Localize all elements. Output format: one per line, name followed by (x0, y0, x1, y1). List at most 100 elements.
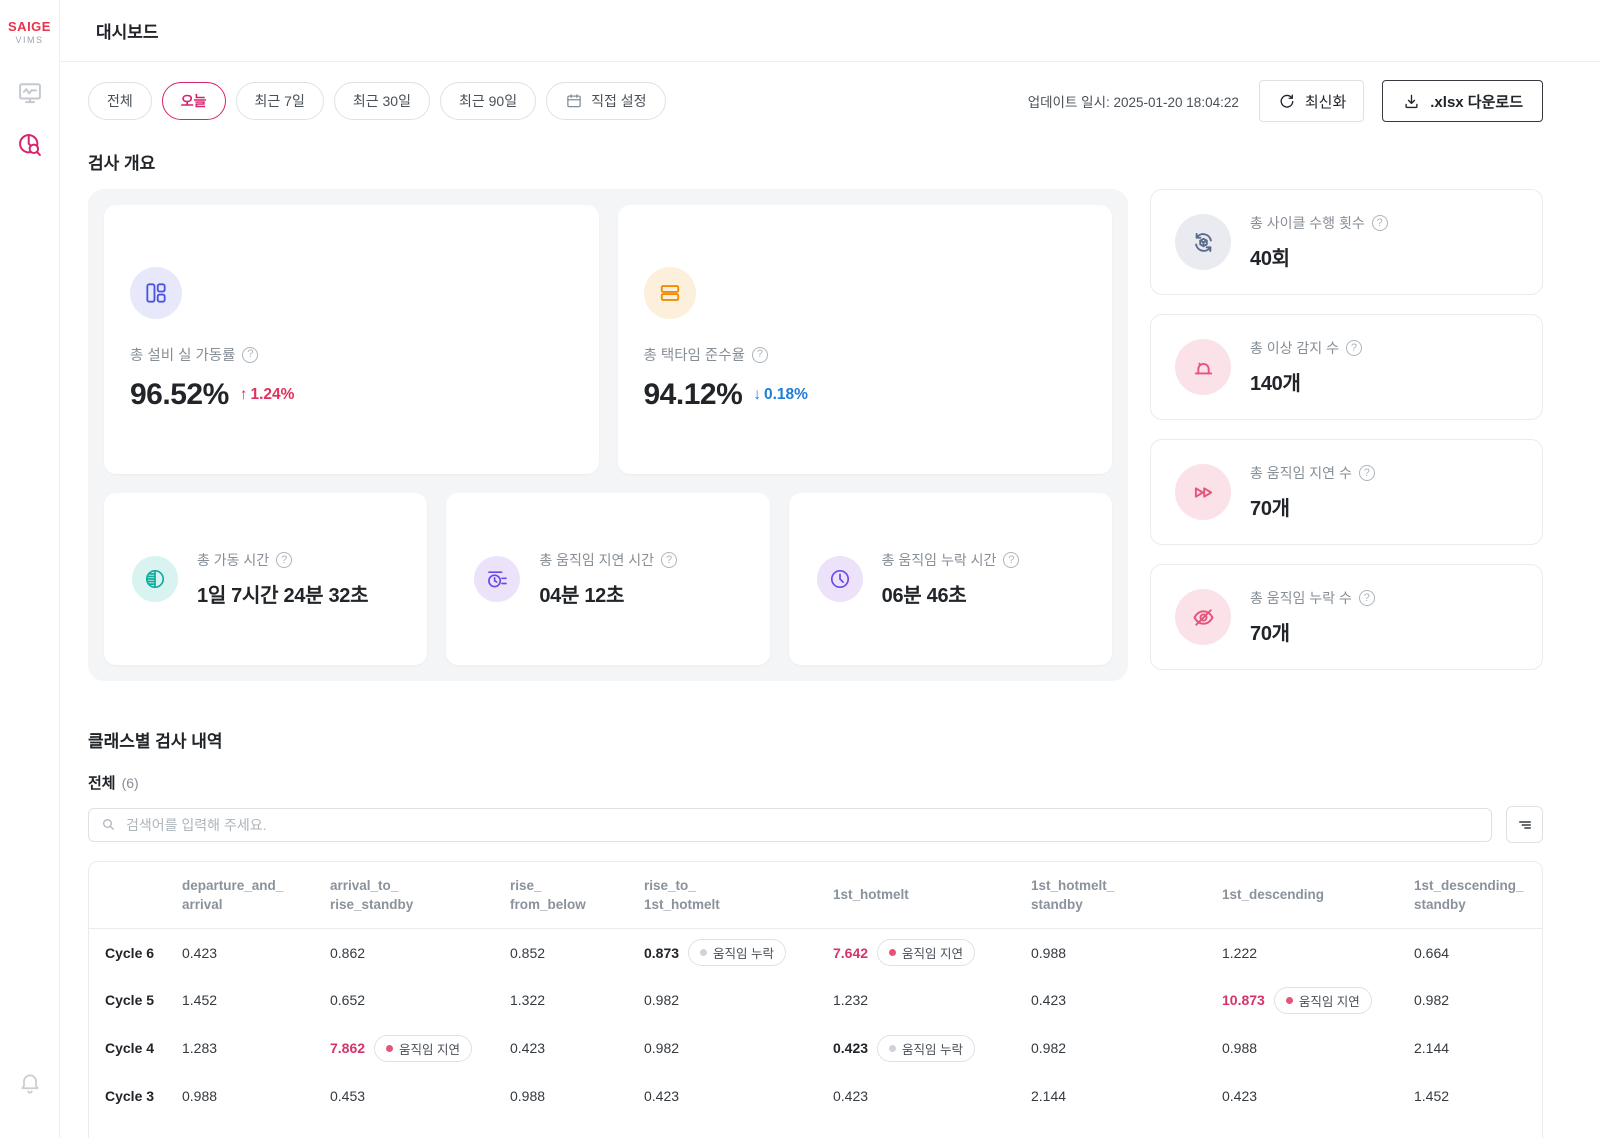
table-cell: 0.423 (644, 1072, 833, 1120)
cell-value: 0.453 (330, 1088, 366, 1105)
help-icon[interactable]: ? (242, 346, 259, 363)
sidebar: SAIGE VIMS (0, 0, 60, 1138)
help-icon[interactable]: ? (1358, 465, 1375, 481)
help-icon[interactable]: ? (276, 552, 293, 568)
cell-value: 0.982 (644, 992, 680, 1009)
monitor-icon[interactable] (16, 79, 44, 107)
filter-pill-label: 최근 7일 (254, 93, 305, 109)
help-icon[interactable]: ? (1358, 590, 1375, 606)
badge-dot-icon (889, 1044, 897, 1052)
cell-value: 0.982 (1031, 1040, 1067, 1057)
metric-card-missing-time: 총 움직임 누락 시간? 06분 46초 (788, 493, 1112, 665)
refresh-label: 최신화 (1304, 93, 1347, 111)
metric-card-anomaly-count: 총 이상 감지 수? 140개 (1150, 314, 1543, 420)
cell-value: 0.423 (1031, 992, 1067, 1009)
table-cell: 0.453 (330, 1072, 510, 1120)
xlsx-download-button[interactable]: .xlsx 다운로드 (1382, 80, 1543, 122)
badge-dot-icon (386, 1044, 394, 1052)
filter-pill-30d[interactable]: 최근 30일 (333, 82, 430, 120)
cell-value: 0.652 (330, 992, 366, 1009)
table-filter-button[interactable] (1506, 806, 1543, 843)
filter-pill-label: 직접 설정 (591, 93, 647, 109)
metric-card-delay-time: 총 움직임 지연 시간? 04분 12초 (446, 493, 770, 665)
cell-value: 0.982 (1414, 992, 1450, 1009)
table-cell: 2.144 (1031, 1072, 1222, 1120)
table-cell: 0.852 (510, 928, 644, 976)
class-filter-summary: 전체 (6) (88, 772, 1543, 793)
down-arrow-icon: ↓ (753, 386, 761, 403)
refresh-button[interactable]: 최신화 (1258, 80, 1365, 122)
metric-value: 1일 7시간 24분 32초 (197, 585, 369, 607)
search-icon (100, 816, 117, 833)
metric-value: 70개 (1250, 498, 1290, 520)
help-icon[interactable]: ? (1345, 340, 1362, 356)
cell-value: 0.862 (330, 944, 366, 961)
notification-bell-icon[interactable] (17, 1071, 42, 1096)
metric-label: 총 움직임 지연 수 (1250, 465, 1352, 481)
cell-value: 0.988 (1222, 1040, 1258, 1057)
metric-label: 총 설비 실 가동률 (130, 348, 236, 364)
analytics-donut-icon[interactable] (16, 131, 44, 159)
overview-small-cards: 총 가동 시간? 1일 7시간 24분 32초 총 움직임 지연 시간? 04분 12… (104, 493, 1112, 665)
cell-value: 1.452 (1414, 1088, 1450, 1105)
table-cell: 1.283 (182, 1024, 330, 1072)
search-row (88, 806, 1543, 843)
help-icon[interactable]: ? (1371, 215, 1388, 231)
metric-label: 총 움직임 지연 시간 (539, 552, 655, 568)
badge-dot-icon (700, 949, 708, 957)
class-filter-count: (6) (121, 774, 139, 791)
metric-card-utilization: 총 설비 실 가동률? 96.52% ↑ 1.24% (104, 205, 599, 474)
search-input[interactable] (126, 816, 1480, 833)
metric-value: 70개 (1250, 623, 1290, 645)
cell-value: 1.322 (510, 992, 546, 1009)
column-header: 1st_descending_ standby (1414, 862, 1542, 929)
column-header: arrival_to_ rise_standby (330, 862, 510, 929)
badge-dot-icon (889, 949, 897, 957)
badge-dot-icon (1285, 996, 1293, 1004)
cycle-icon (1175, 214, 1231, 270)
column-header: 1st_hotmelt_ standby (1031, 862, 1222, 929)
help-icon[interactable]: ? (1003, 552, 1020, 568)
filter-row: 전체 오늘 최근 7일 최근 30일 최근 90일 직접 설정 업데이트 일시: 2025… (88, 80, 1543, 122)
metric-value: 40회 (1250, 248, 1290, 270)
refresh-icon (1277, 92, 1296, 111)
cell-value: 0.423 (833, 1088, 869, 1105)
help-icon[interactable]: ? (661, 552, 678, 568)
saige-vims-logo[interactable]: SAIGE VIMS (8, 20, 51, 45)
status-badge-delay: 움직임 지연 (877, 939, 976, 967)
table-cell: 1.452 (182, 976, 330, 1024)
cell-value: 1.222 (1222, 944, 1258, 961)
filter-pill-label: 전체 (107, 93, 133, 109)
filter-pill-label: 최근 30일 (352, 93, 411, 109)
metric-label: 총 움직임 누락 시간 (881, 552, 997, 568)
main-area: 대시보드 전체 오늘 최근 7일 최근 30일 최근 90일 직접 설정 업데이트 일시:… (60, 0, 1600, 1138)
cell-value: 1.283 (182, 1040, 218, 1057)
table-cell: 0.423 (833, 1072, 1031, 1120)
table-cell: 0.988 (1031, 928, 1222, 976)
table-cell: 0.988 (510, 1072, 644, 1120)
overview-side-cards: 총 사이클 수행 횟수? 40회 총 이상 감지 수? 140개 총 움직임 지연 수?… (1150, 189, 1543, 670)
table-cell: 0.423 움직임 누락 (833, 1024, 1031, 1072)
metric-card-delay-count: 총 움직임 지연 수? 70개 (1150, 439, 1543, 545)
help-icon[interactable]: ? (751, 346, 768, 363)
cell-value: 0.988 (510, 1088, 546, 1105)
table-cell: 0.982 (644, 1024, 833, 1072)
filter-pill-custom[interactable]: 직접 설정 (546, 82, 666, 120)
filter-pill-label: 오늘 (180, 93, 207, 109)
class-filter-label: 전체 (88, 775, 116, 792)
cell-value: 1.232 (833, 992, 869, 1009)
download-icon (1402, 92, 1421, 111)
filter-pill-90d[interactable]: 최근 90일 (439, 82, 537, 120)
filter-pill-all[interactable]: 전체 (88, 82, 152, 120)
cell-value: 7.862 (330, 1040, 366, 1057)
cell-value: 2.144 (1031, 1088, 1067, 1105)
overview-wrap: 총 설비 실 가동률? 96.52% ↑ 1.24% 총 택타임 준수율? 94.12% ↓… (88, 189, 1543, 681)
content: 전체 오늘 최근 7일 최근 30일 최근 90일 직접 설정 업데이트 일시: 2025… (60, 62, 1600, 1138)
table-row: Cycle 6 0.423 0.862 0.852 0.873 움직임 누락 7.642 움직… (89, 928, 1542, 976)
filter-pill-7d[interactable]: 최근 7일 (235, 82, 324, 120)
logo-title: SAIGE (8, 19, 51, 34)
filter-pill-today[interactable]: 오늘 (161, 82, 226, 120)
table-cell: 0.988 (182, 1072, 330, 1120)
table-cell: 0.423 (182, 928, 330, 976)
